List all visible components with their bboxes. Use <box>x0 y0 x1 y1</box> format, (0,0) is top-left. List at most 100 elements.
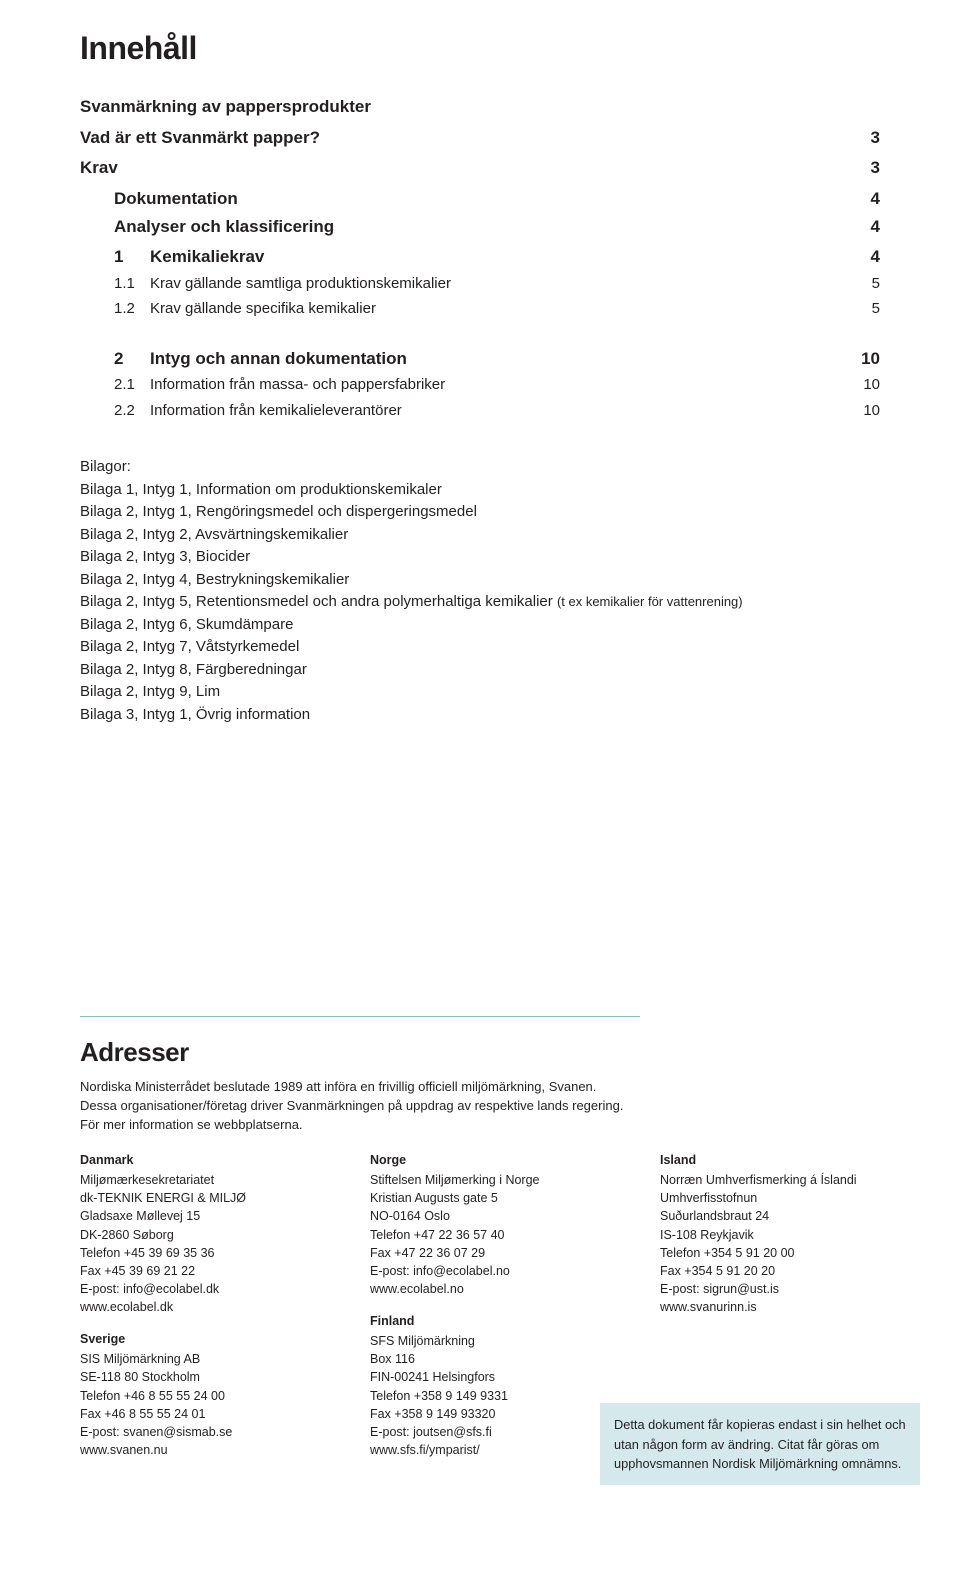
appendix-item: Bilaga 2, Intyg 4, Bestrykningskemikalie… <box>80 569 880 592</box>
country-name: Danmark <box>80 1151 330 1169</box>
address-line: Fax +358 9 149 93320 <box>370 1405 620 1423</box>
copyright-note: Detta dokument får kopieras endast i sin… <box>600 1403 920 1485</box>
address-line: www.ecolabel.no <box>370 1280 620 1298</box>
toc-row: 1.2 Krav gällande specifika kemikalier 5 <box>80 298 880 321</box>
appendix-item: Bilaga 2, Intyg 8, Färgberedningar <box>80 659 880 682</box>
toc-num: 1 <box>114 245 136 270</box>
toc-label: Krav <box>80 156 118 181</box>
toc-row: Svanmärkning av pappersprodukter <box>80 95 880 120</box>
toc-label: Intyg och annan dokumentation <box>150 347 407 372</box>
address-line: Fax +354 5 91 20 20 <box>660 1262 910 1280</box>
toc-row: 1.1 Krav gällande samtliga produktionske… <box>80 273 880 296</box>
appendix-item: Bilaga 2, Intyg 5, Retentionsmedel och a… <box>80 591 880 614</box>
address-line: Kristian Augusts gate 5 <box>370 1189 620 1207</box>
appendix-list: Bilagor: Bilaga 1, Intyg 1, Information … <box>80 456 880 726</box>
address-line: DK-2860 Søborg <box>80 1226 330 1244</box>
address-line: SIS Miljömärkning AB <box>80 1350 330 1368</box>
toc-label: Information från massa- och pappersfabri… <box>150 374 445 397</box>
toc-label: Analyser och klassificering <box>114 215 334 240</box>
addresses-title: Adresser <box>80 1037 880 1068</box>
address-line: FIN-00241 Helsingfors <box>370 1368 620 1386</box>
address-line: Telefon +46 8 55 55 24 00 <box>80 1387 330 1405</box>
appendix-item: Bilaga 2, Intyg 2, Avsvärtningskemikalie… <box>80 524 880 547</box>
address-line: www.svanen.nu <box>80 1441 330 1459</box>
toc: Svanmärkning av pappersprodukter Vad är … <box>80 95 880 422</box>
country-is: Island Norræn Umhverfismerking á Íslandi… <box>660 1151 910 1316</box>
address-line: E-post: info@ecolabel.dk <box>80 1280 330 1298</box>
appendix-item: Bilaga 2, Intyg 9, Lim <box>80 681 880 704</box>
address-line: NO-0164 Oslo <box>370 1207 620 1225</box>
toc-row: Analyser och klassificering 4 <box>80 215 880 240</box>
address-line: Suðurlandsbraut 24 <box>660 1207 910 1225</box>
toc-page: 10 <box>863 400 880 423</box>
intro-line: Nordiska Ministerrådet beslutade 1989 at… <box>80 1078 880 1097</box>
country-dk: Danmark Miljømærkesekretariatet dk-TEKNI… <box>80 1151 330 1316</box>
toc-row: Dokumentation 4 <box>80 187 880 212</box>
toc-num: 1.2 <box>114 298 136 321</box>
appendix-head: Bilagor: <box>80 456 880 479</box>
toc-row: Vad är ett Svanmärkt papper? 3 <box>80 126 880 151</box>
toc-page: 3 <box>871 126 880 151</box>
address-line: Miljømærkesekretariatet <box>80 1171 330 1189</box>
address-line: www.svanurinn.is <box>660 1298 910 1316</box>
appendix-item: Bilaga 2, Intyg 1, Rengöringsmedel och d… <box>80 501 880 524</box>
addresses-intro: Nordiska Ministerrådet beslutade 1989 at… <box>80 1078 880 1135</box>
address-line: www.sfs.fi/ymparist/ <box>370 1441 620 1459</box>
address-line: Umhverfisstofnun <box>660 1189 910 1207</box>
toc-label: Krav gällande samtliga produktionskemika… <box>150 273 451 296</box>
country-name: Finland <box>370 1312 620 1330</box>
toc-label: Vad är ett Svanmärkt papper? <box>80 126 320 151</box>
intro-line: Dessa organisationer/företag driver Svan… <box>80 1097 880 1116</box>
address-line: SFS Miljömärkning <box>370 1332 620 1350</box>
toc-page: 3 <box>871 156 880 181</box>
toc-label: Information från kemikalieleverantörer <box>150 400 402 423</box>
address-line: E-post: joutsen@sfs.fi <box>370 1423 620 1441</box>
toc-page: 5 <box>872 298 880 321</box>
appendix-item: Bilaga 2, Intyg 3, Biocider <box>80 546 880 569</box>
country-no: Norge Stiftelsen Miljømerking i Norge Kr… <box>370 1151 620 1298</box>
toc-page: 4 <box>871 187 880 212</box>
address-line: IS-108 Reykjavik <box>660 1226 910 1244</box>
appendix-item: Bilaga 3, Intyg 1, Övrig information <box>80 704 880 727</box>
document-page: Innehåll Svanmärkning av pappersprodukte… <box>40 0 920 1513</box>
country-name: Sverige <box>80 1330 330 1348</box>
address-line: Telefon +354 5 91 20 00 <box>660 1244 910 1262</box>
toc-page: 5 <box>872 273 880 296</box>
address-line: E-post: sigrun@ust.is <box>660 1280 910 1298</box>
address-line: Telefon +358 9 149 9331 <box>370 1387 620 1405</box>
toc-label: Dokumentation <box>114 187 238 212</box>
toc-row: Krav 3 <box>80 156 880 181</box>
divider <box>80 1016 640 1017</box>
address-line: SE-118 80 Stockholm <box>80 1368 330 1386</box>
country-name: Norge <box>370 1151 620 1169</box>
address-col: Norge Stiftelsen Miljømerking i Norge Kr… <box>370 1151 620 1473</box>
toc-num: 2.1 <box>114 374 136 397</box>
address-line: dk-TEKNIK ENERGI & MILJØ <box>80 1189 330 1207</box>
address-line: Telefon +47 22 36 57 40 <box>370 1226 620 1244</box>
page-title: Innehåll <box>80 30 880 67</box>
toc-num: 2.2 <box>114 400 136 423</box>
address-line: Gladsaxe Møllevej 15 <box>80 1207 330 1225</box>
toc-label: Kemikaliekrav <box>150 245 264 270</box>
address-line: Box 116 <box>370 1350 620 1368</box>
appendix-item: Bilaga 2, Intyg 7, Våtstyrkemedel <box>80 636 880 659</box>
toc-label: Svanmärkning av pappersprodukter <box>80 95 371 120</box>
toc-row: 2 Intyg och annan dokumentation 10 <box>80 347 880 372</box>
toc-page: 10 <box>863 374 880 397</box>
appendix-item: Bilaga 1, Intyg 1, Information om produk… <box>80 479 880 502</box>
address-line: Fax +46 8 55 55 24 01 <box>80 1405 330 1423</box>
address-line: E-post: info@ecolabel.no <box>370 1262 620 1280</box>
toc-num: 2 <box>114 347 136 372</box>
country-fi: Finland SFS Miljömärkning Box 116 FIN-00… <box>370 1312 620 1459</box>
toc-page: 10 <box>861 347 880 372</box>
toc-page: 4 <box>871 245 880 270</box>
country-name: Island <box>660 1151 910 1169</box>
toc-row: 2.2 Information från kemikalieleverantör… <box>80 400 880 423</box>
address-line: www.ecolabel.dk <box>80 1298 330 1316</box>
toc-num: 1.1 <box>114 273 136 296</box>
intro-line: För mer information se webbplatserna. <box>80 1116 880 1135</box>
toc-label: Krav gällande specifika kemikalier <box>150 298 376 321</box>
address-line: E-post: svanen@sismab.se <box>80 1423 330 1441</box>
toc-row: 2.1 Information från massa- och pappersf… <box>80 374 880 397</box>
toc-row: 1 Kemikaliekrav 4 <box>80 245 880 270</box>
